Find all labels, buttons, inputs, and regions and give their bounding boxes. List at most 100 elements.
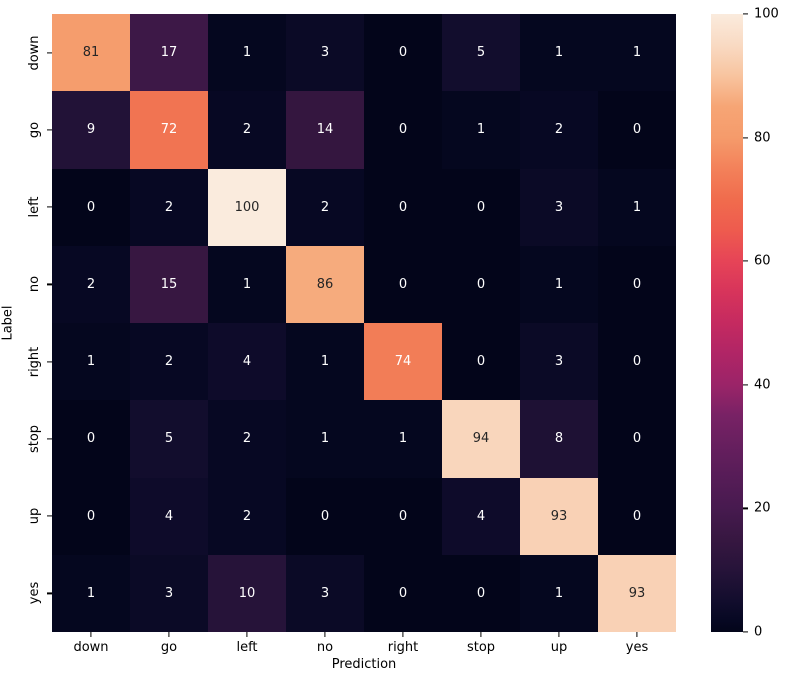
colorbar-tick-label-60: 60 <box>754 253 771 269</box>
cell-value: 3 <box>164 585 174 601</box>
cell-value: 2 <box>86 276 96 292</box>
y-tick-label-yes: yes <box>27 582 42 605</box>
cell-value: 1 <box>320 431 330 447</box>
heatmap-cell-go-right: 0 <box>364 91 442 169</box>
heatmap-cell-yes-up: 1 <box>520 554 598 632</box>
cell-value: 8 <box>554 431 564 447</box>
x-tick-mark <box>480 632 482 637</box>
heatmap-cell-yes-yes: 93 <box>598 554 676 632</box>
heatmap-cell-left-left: 100 <box>208 168 286 246</box>
heatmap-cell-no-up: 1 <box>520 245 598 323</box>
colorbar-tick-mark <box>743 13 748 15</box>
heatmap-cell-down-yes: 1 <box>598 14 676 92</box>
y-tick-mark <box>47 515 52 517</box>
heatmap-cell-stop-up: 8 <box>520 400 598 478</box>
y-tick-label-up: up <box>27 507 42 525</box>
cell-value: 72 <box>160 122 178 138</box>
x-tick-label-left: left <box>236 640 258 655</box>
heatmap-cell-right-no: 1 <box>286 323 364 401</box>
y-tick-label-down: down <box>27 35 42 71</box>
heatmap-cell-up-right: 0 <box>364 477 442 555</box>
colorbar: 0 20 40 60 80 100 <box>711 7 788 640</box>
cell-value: 2 <box>242 122 252 138</box>
cell-value: 0 <box>398 199 408 215</box>
x-tick-label-yes: yes <box>625 640 649 655</box>
y-tick-label-right: right <box>27 346 42 377</box>
cell-value: 9 <box>86 122 96 138</box>
cell-value: 0 <box>476 276 486 292</box>
cell-value: 17 <box>160 45 178 61</box>
heatmap-cell-stop-yes: 0 <box>598 400 676 478</box>
y-tick-label-no: no <box>27 276 42 293</box>
cell-value: 2 <box>320 199 330 215</box>
colorbar-tick-label-20: 20 <box>754 500 771 516</box>
cell-value: 10 <box>238 585 256 601</box>
heatmap-cell-stop-down: 0 <box>52 400 130 478</box>
cell-value: 1 <box>554 585 564 601</box>
heatmap-cell-right-right: 74 <box>364 323 442 401</box>
x-tick-label-stop: stop <box>466 640 496 655</box>
cell-value: 0 <box>320 508 330 524</box>
heatmap-cell-yes-left: 10 <box>208 554 286 632</box>
y-tick-mark <box>47 283 52 285</box>
cell-value: 93 <box>550 508 568 524</box>
x-tick-mark <box>402 632 404 637</box>
colorbar-tick-mark <box>743 137 748 139</box>
y-tick-mark <box>47 592 52 594</box>
cell-value: 5 <box>476 45 486 61</box>
heatmap-cell-no-go: 15 <box>130 245 208 323</box>
y-tick-label-go: go <box>27 121 42 138</box>
colorbar-tick-label-100: 100 <box>754 6 779 22</box>
cell-value: 0 <box>632 354 642 370</box>
heatmap-cell-yes-down: 1 <box>52 554 130 632</box>
heatmap-cell-right-left: 4 <box>208 323 286 401</box>
heatmap-cell-left-go: 2 <box>130 168 208 246</box>
heatmap-cell-right-yes: 0 <box>598 323 676 401</box>
cell-value: 0 <box>632 276 642 292</box>
heatmap-cell-go-down: 9 <box>52 91 130 169</box>
colorbar-tick-mark <box>743 631 748 633</box>
cell-value: 3 <box>320 585 330 601</box>
cell-value: 14 <box>316 122 334 138</box>
heatmap-cell-stop-go: 5 <box>130 400 208 478</box>
cell-value: 0 <box>476 199 486 215</box>
y-axis-tick-labels: down go left no right stop up yes <box>0 14 52 632</box>
heatmap-cell-up-yes: 0 <box>598 477 676 555</box>
heatmap-cell-down-right: 0 <box>364 14 442 92</box>
cell-value: 0 <box>476 585 486 601</box>
colorbar-tick-label-40: 40 <box>754 377 771 393</box>
cell-value: 0 <box>398 122 408 138</box>
x-tick-label-down: down <box>73 640 109 655</box>
cell-value: 1 <box>476 122 486 138</box>
cell-value: 4 <box>242 354 252 370</box>
cell-value: 0 <box>632 122 642 138</box>
heatmap-cell-right-down: 1 <box>52 323 130 401</box>
cell-value: 0 <box>476 354 486 370</box>
colorbar-tick-label-80: 80 <box>754 130 771 146</box>
y-tick-mark <box>47 52 52 54</box>
x-tick-label-go: go <box>160 640 178 655</box>
cell-value: 1 <box>320 354 330 370</box>
cell-value: 0 <box>398 585 408 601</box>
x-tick-label-right: right <box>387 640 419 655</box>
heatmap-cell-stop-right: 1 <box>364 400 442 478</box>
cell-value: 3 <box>554 354 564 370</box>
heatmap-cell-no-left: 1 <box>208 245 286 323</box>
heatmap-cell-go-no: 14 <box>286 91 364 169</box>
cell-value: 3 <box>320 45 330 61</box>
cell-value: 0 <box>632 431 642 447</box>
x-tick-mark <box>168 632 170 637</box>
cell-value: 1 <box>86 354 96 370</box>
heatmap-cell-no-down: 2 <box>52 245 130 323</box>
heatmap-cell-up-left: 2 <box>208 477 286 555</box>
cell-value: 2 <box>242 508 252 524</box>
heatmap-cell-right-stop: 0 <box>442 323 520 401</box>
heatmap-cell-left-down: 0 <box>52 168 130 246</box>
cell-value: 0 <box>86 508 96 524</box>
y-tick-mark <box>47 438 52 440</box>
x-tick-label-no: no <box>316 640 334 655</box>
colorbar-tick-mark <box>743 507 748 509</box>
x-tick-mark <box>636 632 638 637</box>
y-tick-mark <box>47 129 52 131</box>
